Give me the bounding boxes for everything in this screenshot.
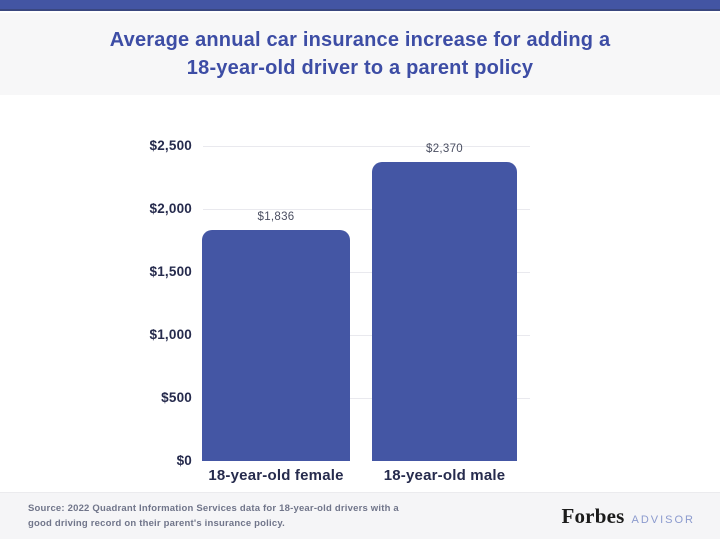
gridline-1500 xyxy=(203,272,530,273)
y-axis-tick-label: $0 xyxy=(176,453,192,468)
forbes-wordmark: Forbes xyxy=(561,503,625,528)
bar-value-label: $2,370 xyxy=(426,143,463,156)
y-axis-tick-label: $2,000 xyxy=(149,201,192,216)
gridline-500 xyxy=(203,398,530,399)
gridline-2500 xyxy=(203,146,530,147)
gridline-1000 xyxy=(203,335,530,336)
forbes-advisor-logo: Forbes ADVISOR xyxy=(561,504,695,529)
bar-18-year-old-female xyxy=(202,229,350,461)
y-axis-tick-label: $2,500 xyxy=(149,138,192,153)
footer: Source: 2022 Quadrant Information Servic… xyxy=(0,492,720,539)
bar-value-label: $1,836 xyxy=(257,210,295,223)
source-note-line-1: Source: 2022 Quadrant Information Servic… xyxy=(28,503,399,514)
top-accent-bar xyxy=(0,0,720,11)
y-axis-tick-label: $1,500 xyxy=(149,264,192,279)
source-note: Source: 2022 Quadrant Information Servic… xyxy=(28,501,399,531)
x-axis-category-label: 18-year-old male xyxy=(383,467,506,484)
chart-title-line-1: Average annual car insurance increase fo… xyxy=(109,29,611,51)
y-axis-tick-label: $500 xyxy=(161,390,192,405)
advisor-wordmark: ADVISOR xyxy=(631,513,695,526)
bar-chart: $0 $500 $1,000 $1,500 $2,000 $2,500 $1,836 18-y… xyxy=(0,95,720,492)
x-axis-category-label: 18-year-old female xyxy=(208,467,344,484)
source-note-line-2: good driving record on their parent's in… xyxy=(28,518,285,529)
chart-title-line-2: 18-year-old driver to a parent policy xyxy=(186,57,534,79)
y-axis-tick-label: $1,000 xyxy=(149,327,192,342)
chart-header: Average annual car insurance increase fo… xyxy=(0,13,720,95)
gridline-2000 xyxy=(203,209,530,210)
bar-18-year-old-male xyxy=(372,162,517,461)
